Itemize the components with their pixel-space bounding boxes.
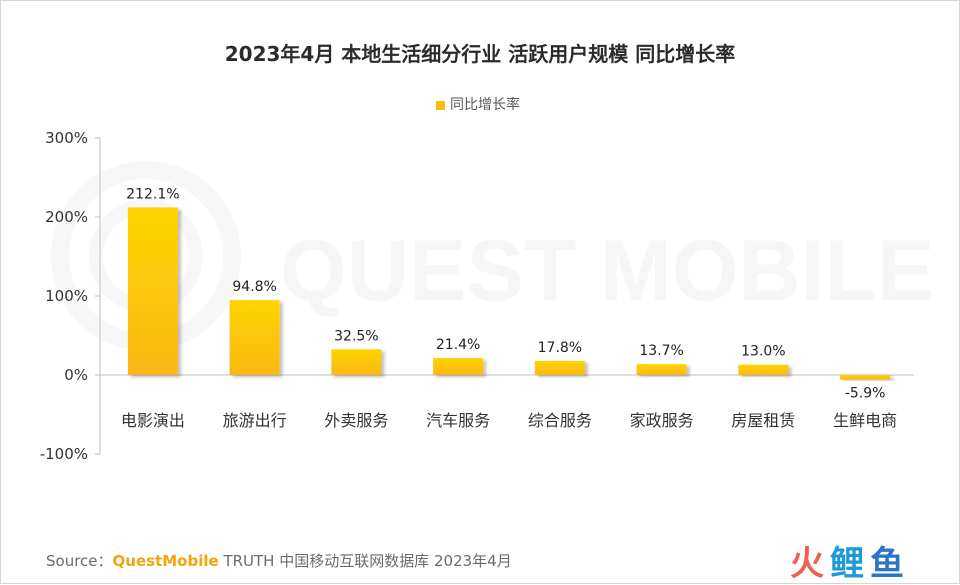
- x-tick-label: 电影演出: [121, 411, 185, 430]
- bar: [738, 364, 789, 375]
- data-label: -5.9%: [845, 386, 886, 402]
- legend-swatch: [436, 100, 445, 110]
- x-tick-label: 旅游出行: [223, 411, 287, 430]
- bar: [840, 375, 891, 380]
- data-label: 94.8%: [232, 279, 276, 295]
- y-tick-label: -100%: [40, 445, 88, 463]
- source-note: Source：QuestMobile TRUTH 中国移动互联网数据库 2023…: [46, 550, 512, 571]
- bar: [433, 358, 484, 375]
- y-tick-label: 200%: [45, 208, 88, 226]
- data-label: 212.1%: [126, 186, 179, 202]
- bar: [636, 364, 687, 375]
- data-label: 32.5%: [334, 328, 378, 344]
- x-tick-label: 家政服务: [630, 411, 694, 430]
- data-label: 17.8%: [538, 340, 582, 356]
- data-label: 13.7%: [639, 343, 683, 359]
- x-tick-label: 综合服务: [528, 411, 592, 430]
- bar: [534, 360, 585, 375]
- source-brand: QuestMobile: [112, 552, 219, 570]
- bar: [127, 207, 178, 375]
- x-tick-label: 外卖服务: [324, 411, 388, 430]
- source-prefix: Source：: [46, 552, 113, 570]
- legend-label: 同比增长率: [450, 97, 520, 113]
- bar: [331, 349, 382, 375]
- y-tick-label: 300%: [45, 129, 88, 147]
- y-tick-label: 0%: [64, 366, 88, 384]
- y-tick-label: 100%: [45, 287, 88, 305]
- x-tick-label: 生鲜电商: [833, 411, 897, 430]
- chart-title: 2023年4月 本地生活细分行业 活跃用户规模 同比增长率: [224, 42, 736, 66]
- corner-logo-char: 火: [790, 544, 830, 584]
- corner-logo: 火鲤鱼: [790, 536, 910, 585]
- watermark: QUEST MOBILE: [51, 161, 935, 351]
- x-tick-label: 房屋租赁: [731, 411, 795, 430]
- corner-logo-char: 鲤: [830, 544, 870, 584]
- watermark-text: QUEST MOBILE: [280, 223, 935, 319]
- x-tick-label: 汽车服务: [426, 411, 490, 430]
- source-rest: TRUTH 中国移动互联网数据库 2023年4月: [218, 552, 512, 570]
- data-label: 21.4%: [436, 337, 480, 353]
- data-label: 13.0%: [741, 344, 785, 360]
- bar: [229, 300, 280, 375]
- corner-logo-char: 鱼: [870, 544, 910, 584]
- legend: 同比增长率: [436, 94, 520, 114]
